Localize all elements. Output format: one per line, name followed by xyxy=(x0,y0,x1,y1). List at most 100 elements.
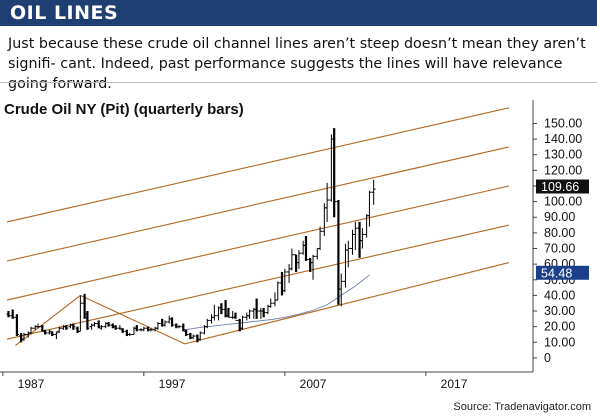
ohlc-bar xyxy=(226,307,231,318)
ohlc-bar xyxy=(209,314,214,324)
ohlc-bar xyxy=(280,271,285,296)
ohlc-bar xyxy=(301,240,306,255)
chart-title: Crude Oil NY (Pit) (quarterly bars) xyxy=(4,101,244,118)
y-tick-label: 120.00 xyxy=(544,163,582,177)
x-tick-label: 2017 xyxy=(441,377,468,391)
ohlc-bar xyxy=(162,320,167,327)
ohlc-bar xyxy=(353,221,358,251)
ohlc-bar xyxy=(127,332,132,337)
price-label-box xyxy=(536,179,589,194)
ohlc-bar xyxy=(148,328,153,332)
ohlc-bar xyxy=(233,312,238,321)
ohlc-bar xyxy=(205,318,210,329)
y-tick-label: 150.00 xyxy=(544,116,582,130)
ohlc-bar xyxy=(167,315,172,324)
ohlc-bar xyxy=(43,329,48,335)
y-tick-label: 30.00 xyxy=(544,304,575,318)
y-tick-label: 80.00 xyxy=(544,226,575,240)
channel-line xyxy=(80,294,185,345)
ohlc-bar xyxy=(287,264,292,283)
ohlc-bar xyxy=(325,182,330,222)
ohlc-bar xyxy=(21,332,26,341)
ohlc-bar xyxy=(332,128,337,218)
ohlc-bar xyxy=(113,325,118,330)
ohlc-bar xyxy=(54,331,59,340)
ohlc-bar xyxy=(329,134,334,202)
ohlc-bar xyxy=(29,326,34,335)
ohlc-bar xyxy=(181,323,186,332)
ohlc-bar xyxy=(360,228,365,249)
source-credit: Source: Tradenavigator.com xyxy=(453,401,591,413)
x-tick-label: 1987 xyxy=(18,377,45,391)
ohlc-bar xyxy=(296,250,301,269)
ohlc-bar xyxy=(85,311,90,330)
ohlc-bar xyxy=(92,321,97,327)
ohlc-bar xyxy=(315,248,320,260)
y-tick-label: 130.00 xyxy=(544,148,582,162)
channel-line xyxy=(184,262,510,345)
channel-line xyxy=(6,224,510,340)
price-label-box xyxy=(536,265,589,280)
ohlc-bar xyxy=(82,293,87,319)
channel-line xyxy=(6,107,510,223)
channel-line xyxy=(15,294,81,346)
ohlc-bar xyxy=(198,331,203,341)
ohlc-bar xyxy=(268,298,273,308)
ohlc-bar xyxy=(318,226,323,251)
ohlc-bar xyxy=(89,323,94,330)
plot-area xyxy=(6,107,510,346)
title-banner: OIL LINES xyxy=(0,0,597,26)
x-tick-label: 2007 xyxy=(300,377,327,391)
ohlc-bar xyxy=(78,295,83,332)
description-text: Just because these crude oil channel lin… xyxy=(8,36,586,92)
ohlc-bar xyxy=(71,323,76,330)
ohlc-bar xyxy=(254,298,259,319)
ohlc-bar xyxy=(155,321,160,330)
ohlc-bar xyxy=(346,240,351,268)
channel-line xyxy=(6,185,510,301)
y-tick-label: 10.00 xyxy=(544,335,575,349)
divider xyxy=(0,82,597,83)
channel-line xyxy=(6,146,510,262)
ohlc-bar xyxy=(261,307,266,318)
ohlc-bar xyxy=(371,179,376,205)
ohlc-bar xyxy=(57,326,62,333)
page-title: OIL LINES xyxy=(10,2,119,24)
y-tick-label: 40.00 xyxy=(544,288,575,302)
ohlc-bar xyxy=(303,236,308,262)
ohlc-bar xyxy=(282,268,287,293)
ohlc-bar xyxy=(223,300,228,318)
ohlc-bar xyxy=(117,325,122,330)
ohlc-bar xyxy=(272,292,277,307)
x-tick-label: 1997 xyxy=(159,377,186,391)
ohlc-bar xyxy=(216,306,221,321)
ohlc-bar xyxy=(64,325,69,330)
ohlc-bar xyxy=(14,314,19,337)
ohlc-bar xyxy=(339,273,344,307)
ohlc-bar xyxy=(212,304,217,321)
ohlc-bar xyxy=(184,329,189,337)
ohlc-bar xyxy=(106,321,111,327)
ohlc-bar xyxy=(275,281,280,301)
y-tick-label: 90.00 xyxy=(544,210,575,224)
y-tick-label: 100.00 xyxy=(544,195,582,209)
ohlc-bar xyxy=(294,254,299,272)
ohlc-bar xyxy=(170,317,175,327)
ohlc-bar xyxy=(240,315,245,330)
ohlc-bar xyxy=(103,321,108,329)
y-tick-label: 140.00 xyxy=(544,132,582,146)
ohlc-bar xyxy=(96,320,101,329)
ohlc-bar xyxy=(75,326,80,333)
ohlc-bar xyxy=(177,325,182,329)
ohlc-bar xyxy=(19,332,24,343)
y-tick-label: 70.00 xyxy=(544,242,575,256)
ohlc-bar xyxy=(367,190,372,227)
ohlc-bar xyxy=(120,328,125,333)
ohlc-bar xyxy=(258,307,263,319)
ohlc-bar xyxy=(219,303,224,315)
ohlc-bar xyxy=(99,325,104,330)
ohlc-bar xyxy=(47,329,52,335)
ohlc-bar xyxy=(188,332,193,340)
